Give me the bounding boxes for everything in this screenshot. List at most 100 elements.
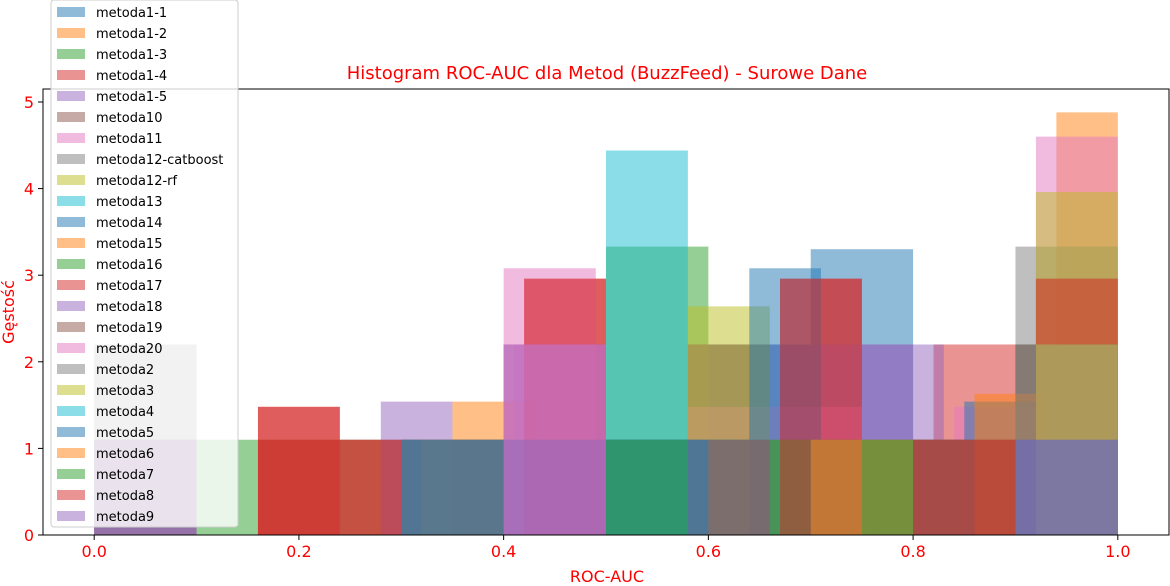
plot-frame xyxy=(42,88,1170,536)
legend-label: metoda5 xyxy=(96,426,154,441)
chart-title: Histogram ROC-AUC dla Metod (BuzzFeed) -… xyxy=(347,63,868,84)
legend-label: metoda19 xyxy=(96,321,162,336)
legend-label: metoda16 xyxy=(96,258,162,273)
legend-label: metoda15 xyxy=(96,237,162,252)
legend-item: metoda10 xyxy=(57,111,162,126)
series-metoda8 xyxy=(257,439,1016,535)
legend-item: metoda5 xyxy=(57,426,154,441)
x-axis-ticks: 0.0 0.2 0.4 0.6 0.8 1.0 xyxy=(81,535,1131,561)
y-tick-label: 1 xyxy=(24,439,34,458)
legend-item: metoda20 xyxy=(57,342,162,357)
x-tick-label: 0.2 xyxy=(286,542,311,561)
x-tick-label: 0.4 xyxy=(491,542,516,561)
legend-item: metoda18 xyxy=(57,300,162,315)
legend-label: metoda11 xyxy=(96,132,162,147)
legend-swatch xyxy=(57,280,85,290)
legend-label: metoda1-2 xyxy=(96,27,167,42)
legend-label: metoda6 xyxy=(96,447,154,462)
legend-label: metoda2 xyxy=(96,363,154,378)
legend-swatch xyxy=(57,490,85,500)
legend-swatch xyxy=(57,238,85,248)
legend-item: metoda1-3 xyxy=(57,48,167,63)
legend-item: metoda1-5 xyxy=(57,90,167,105)
legend-item: metoda9 xyxy=(57,510,154,525)
legend-label: metoda1-5 xyxy=(96,90,167,105)
legend-label: metoda8 xyxy=(96,489,154,504)
legend-item: metoda17 xyxy=(57,279,162,294)
legend-item: metoda1-2 xyxy=(57,27,167,42)
legend-label: metoda18 xyxy=(96,300,162,315)
legend-box xyxy=(50,0,239,528)
legend-item: metoda6 xyxy=(57,447,154,462)
series-metoda7 xyxy=(606,439,914,535)
legend-swatch xyxy=(57,469,85,479)
legend-swatch xyxy=(57,259,85,269)
legend-item: metoda1-1 xyxy=(57,6,167,21)
histogram-bars xyxy=(94,112,1118,536)
legend-label: metoda1-4 xyxy=(96,69,167,84)
histogram-bar xyxy=(257,439,340,535)
x-axis-label: ROC-AUC xyxy=(570,567,644,586)
x-tick-label: 0.0 xyxy=(81,542,106,561)
y-axis-ticks: 0 1 2 3 4 5 xyxy=(24,93,43,545)
legend-item: metoda13 xyxy=(57,195,162,210)
legend-swatch xyxy=(57,301,85,311)
legend-label: metoda17 xyxy=(96,279,162,294)
legend-item: metoda15 xyxy=(57,237,162,252)
legend-swatch xyxy=(57,217,85,227)
legend-item: metoda12-catboost xyxy=(57,153,223,168)
legend-swatch xyxy=(57,196,85,206)
legend-swatch xyxy=(57,385,85,395)
legend-item: metoda2 xyxy=(57,363,154,378)
histogram-bar xyxy=(861,439,914,535)
histogram-bar xyxy=(913,439,1016,535)
legend-label: metoda4 xyxy=(96,405,154,420)
legend-label: metoda12-catboost xyxy=(96,153,223,168)
legend-label: metoda7 xyxy=(96,468,154,483)
legend-swatch xyxy=(57,7,85,17)
legend-swatch xyxy=(57,427,85,437)
legend-swatch xyxy=(57,70,85,80)
legend-item: metoda3 xyxy=(57,384,154,399)
legend-label: metoda13 xyxy=(96,195,162,210)
legend-swatch xyxy=(57,49,85,59)
legend-label: metoda3 xyxy=(96,384,154,399)
legend-swatch xyxy=(57,91,85,101)
histogram-bar xyxy=(503,439,606,535)
legend-swatch xyxy=(57,406,85,416)
legend-swatch xyxy=(57,154,85,164)
legend-swatch xyxy=(57,364,85,374)
histogram-bar xyxy=(401,439,504,535)
legend-item: metoda4 xyxy=(57,405,154,420)
y-tick-label: 5 xyxy=(24,93,34,112)
legend: metoda1-1 metoda1-2 metoda1-3 metoda1-4 meto… xyxy=(50,0,239,528)
legend-label: metoda14 xyxy=(96,216,162,231)
y-tick-label: 2 xyxy=(24,353,34,372)
legend-item: metoda19 xyxy=(57,321,162,336)
legend-label: metoda20 xyxy=(96,342,162,357)
legend-item: metoda1-4 xyxy=(57,69,167,84)
legend-label: metoda1-3 xyxy=(96,48,167,63)
legend-swatch xyxy=(57,112,85,122)
x-tick-label: 1.0 xyxy=(1105,542,1130,561)
legend-swatch xyxy=(57,175,85,185)
legend-swatch xyxy=(57,28,85,38)
legend-item: metoda11 xyxy=(57,132,162,147)
histogram-bar xyxy=(606,439,688,535)
legend-item: metoda8 xyxy=(57,489,154,504)
legend-item: metoda16 xyxy=(57,258,162,273)
legend-swatch xyxy=(57,343,85,353)
x-tick-label: 0.6 xyxy=(696,542,721,561)
legend-swatch xyxy=(57,133,85,143)
axes xyxy=(42,88,1170,536)
legend-label: metoda10 xyxy=(96,111,162,126)
legend-swatch xyxy=(57,322,85,332)
legend-item: metoda14 xyxy=(57,216,162,231)
legend-item: metoda12-rf xyxy=(57,174,178,189)
histogram-bar xyxy=(1015,439,1118,535)
y-tick-label: 0 xyxy=(24,526,34,545)
legend-swatch xyxy=(57,511,85,521)
legend-label: metoda12-rf xyxy=(96,174,178,189)
legend-swatch xyxy=(57,448,85,458)
